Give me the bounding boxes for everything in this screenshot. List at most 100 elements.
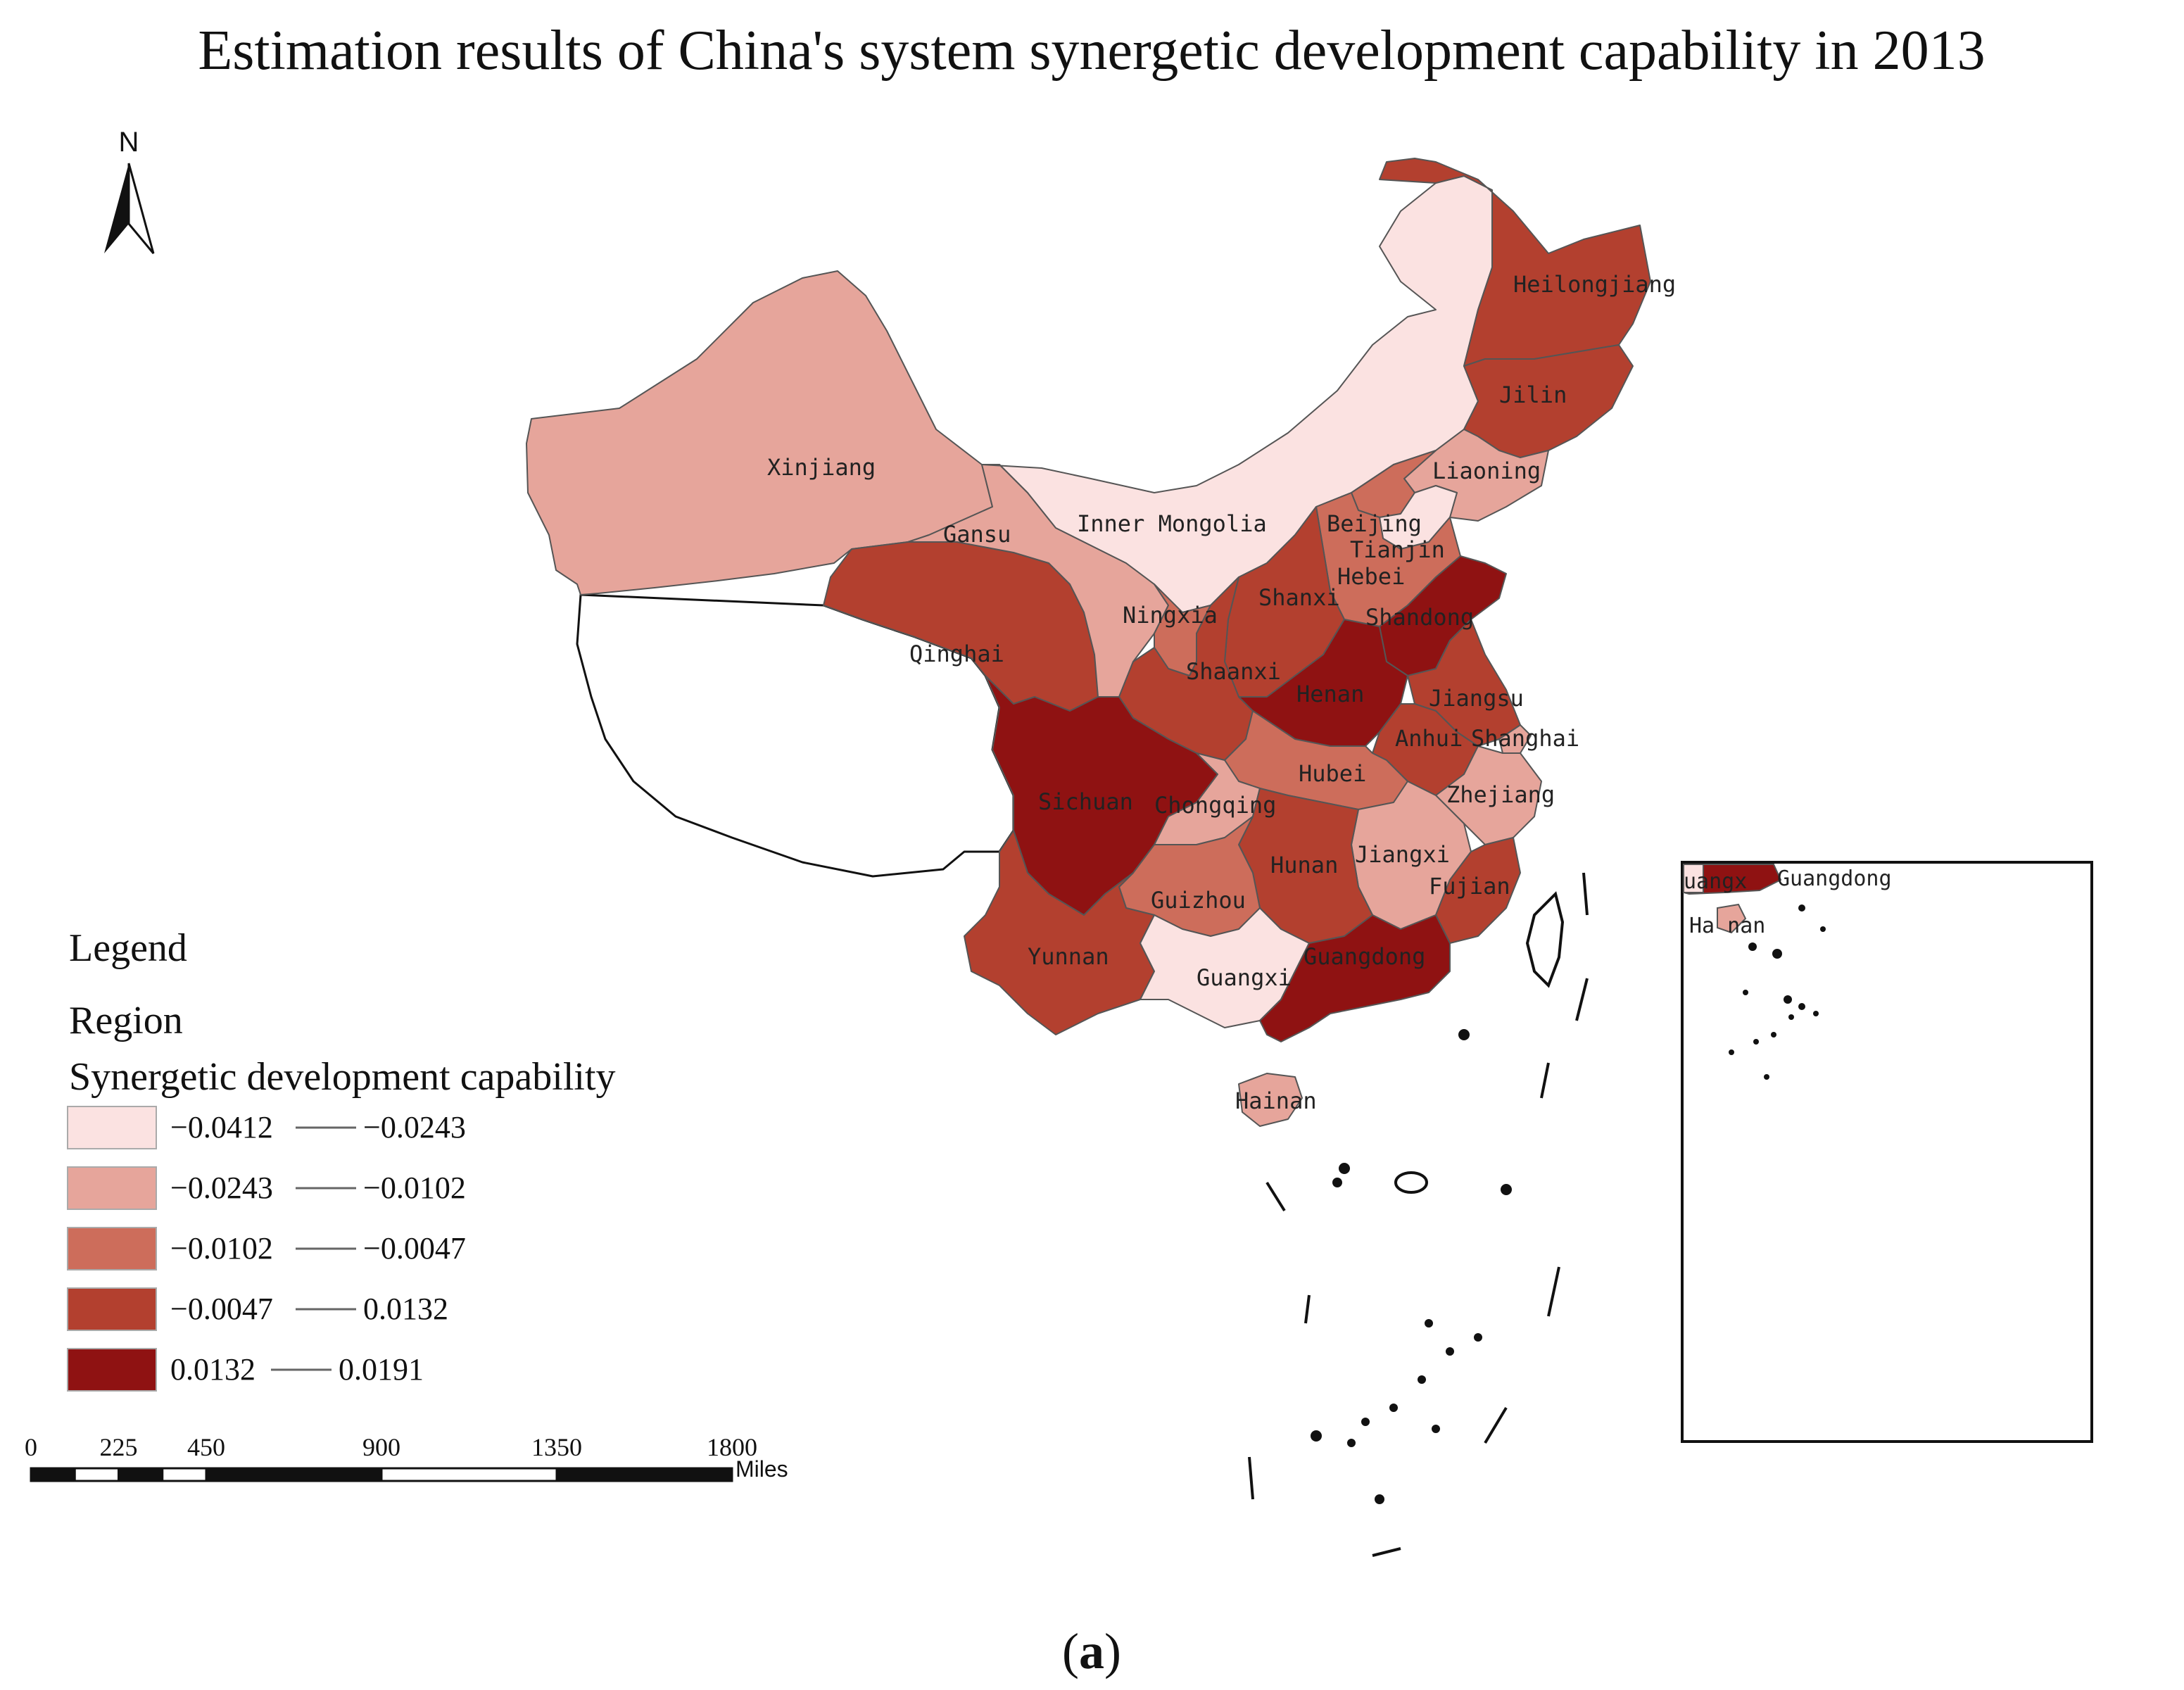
island-line [1304,1294,1311,1324]
island-dot [1389,1404,1398,1412]
inset-island [1729,1049,1734,1055]
inset-guangxi [1683,864,1704,893]
scale-bar-segment [205,1467,383,1482]
inset-label-guangdong: Guangdong [1777,866,1892,891]
legend-heading: Legend [69,926,187,970]
legend-class-max: −0.0102 [363,1171,466,1205]
province-hainan [1238,1073,1303,1127]
legend-swatch [67,1348,157,1392]
label-yunnan: Yunnan [1028,943,1109,970]
taiwan-outline [1525,891,1565,988]
scale-bar-segment [30,1467,76,1482]
label-guangdong: Guangdong [1304,943,1425,970]
legend-class-max: 0.0132 [363,1292,448,1326]
label-sichuan: Sichuan [1038,788,1133,815]
legend: Legend Region Synergetic development cap… [67,926,616,1392]
legend-field: Synergetic development capability [69,1055,616,1099]
label-shandong: Shandong [1365,604,1474,631]
scale-bar-tick-label: 0 [25,1433,37,1461]
province-heilongjiang [1379,158,1651,367]
label-henan: Henan [1296,681,1364,707]
island-dot [1375,1494,1384,1504]
label-liaoning: Liaoning [1432,458,1541,484]
label-qinghai: Qinghai [909,641,1004,667]
label-hebei: Hebei [1337,563,1405,590]
island-dot [1418,1375,1426,1384]
label-shanghai: Shanghai [1471,725,1579,752]
island-dot [1446,1347,1454,1356]
scale-bar-segment [161,1467,208,1482]
island-dot [1311,1430,1322,1442]
island-line [1575,978,1589,1021]
legend-layer: Region [69,999,183,1042]
legend-class-min: −0.0412 [170,1110,273,1144]
legend-swatch [67,1227,157,1270]
label-guizhou: Guizhou [1151,887,1246,914]
island-line [1582,872,1589,916]
island-dot [1347,1439,1356,1447]
legend-class-min: 0.0132 [170,1352,255,1387]
inset-label-hainan: Ha nan [1689,914,1765,938]
island-dot [1474,1333,1482,1342]
china-map [526,158,1651,1127]
island-outline [1394,1171,1428,1194]
island-dot [1425,1319,1433,1328]
north-arrow: N [104,127,155,254]
island-line [1248,1456,1254,1500]
inset-island [1771,1032,1776,1038]
label-gansu: Gansu [943,521,1011,548]
scale-bar-tick-label: 900 [362,1433,400,1461]
inset-islands [1729,904,1826,1080]
inset-frame [1681,861,2093,1443]
scale-bar: 0 225 450 900 1350 1800 Miles [25,1433,788,1482]
label-shanxi: Shanxi [1258,584,1340,611]
label-guangxi: Guangxi [1197,964,1292,991]
inset-island [1784,995,1792,1004]
scale-bar-tick-label: 225 [100,1433,138,1461]
province-labels: Xinjiang Gansu Inner Mongolia Heilongjia… [767,271,1676,1114]
province-fujian [1435,837,1521,944]
label-xinjiang: Xinjiang [767,454,876,481]
scale-bar-tick-label: 1800 [707,1433,757,1461]
province-guangdong [1259,914,1451,1042]
figure-caption: (a) [1062,1623,1121,1679]
island-line [1265,1181,1286,1212]
label-fujian: Fujian [1429,873,1510,900]
inset-label-guangxi: uangx [1684,869,1747,894]
island-line [1372,1547,1401,1557]
inset-island [1820,926,1826,932]
label-shaanxi: Shaanxi [1186,658,1281,685]
legend-classes: −0.0412 −0.0243 −0.0243 −0.0102 −0.0102 −0.00… [67,1106,466,1392]
island-line [1484,1406,1508,1444]
legend-swatch [67,1166,157,1210]
label-hubei: Hubei [1299,760,1366,787]
inset-island [1743,990,1748,995]
legend-class-max: 0.0191 [339,1352,424,1387]
legend-swatch [67,1106,157,1149]
north-arrow-left-half [104,163,129,253]
island-dot [1361,1418,1370,1426]
island-dot [1501,1184,1512,1195]
label-ningxia: Ningxia [1123,602,1218,629]
legend-class-min: −0.0243 [170,1171,273,1205]
label-beijing: Beijing [1327,510,1422,537]
inset-island [1798,1003,1805,1010]
scale-bar-unit: Miles [736,1456,788,1482]
inset-island [1772,949,1782,959]
inset-map: uangx Guangdong Ha nan [1681,861,2093,1443]
scale-bar-tick-label: 1350 [531,1433,582,1461]
inset-island [1753,1039,1759,1045]
inset-island [1798,904,1805,912]
scale-bar-tick-label: 450 [187,1433,225,1461]
legend-swatch [67,1287,157,1331]
taiwan-and-islands [1248,872,1589,1557]
island-dot [1458,1029,1470,1040]
legend-class-min: −0.0047 [170,1292,273,1326]
island-line [1540,1062,1550,1099]
inset-hainan [1717,903,1747,934]
label-heilongjiang: Heilongjiang [1513,271,1676,298]
island-dot [1432,1425,1440,1433]
label-hainan: Hainan [1235,1087,1317,1114]
figure-caption-letter: a [1079,1623,1104,1679]
